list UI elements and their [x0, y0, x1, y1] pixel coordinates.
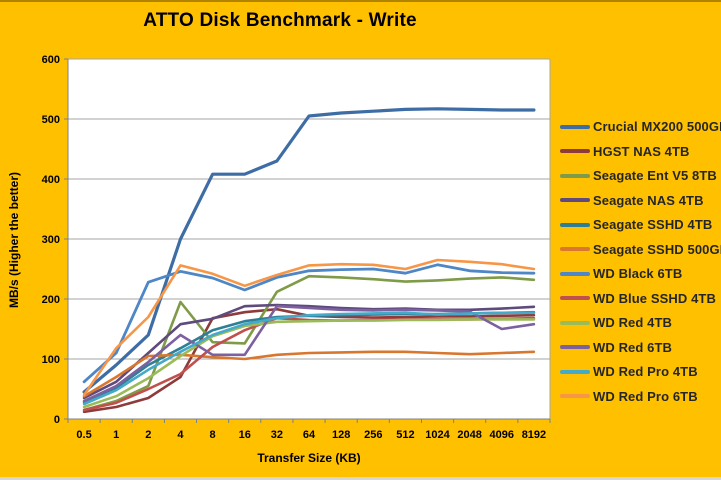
legend-color-line-icon: [560, 394, 590, 398]
legend-color-line-icon: [560, 345, 590, 349]
legend-item-seagate-nas-4tb: Seagate NAS 4TB: [560, 193, 704, 208]
legend-item-seagate-sshd-500gb: Seagate SSHD 500GB: [560, 242, 721, 257]
legend-label: Seagate NAS 4TB: [593, 192, 704, 208]
legend-color-line-icon: [560, 173, 590, 178]
legend-label: Crucial MX200 500GB: [593, 119, 721, 134]
series-line-seagate-nas-4tb: [82, 303, 536, 400]
legend-label: WD Red Pro 4TB: [593, 364, 698, 379]
y-tick-label: 400: [42, 174, 60, 186]
y-tick-label: 600: [42, 54, 60, 66]
chart-title: ATTO Disk Benchmark - Write: [143, 10, 417, 31]
legend-label: Seagate Ent V5 8TB: [593, 168, 717, 183]
x-tick-label: 0.5: [76, 429, 91, 441]
y-tick-label: 100: [42, 354, 60, 366]
legend-item-seagate-sshd-4tb: Seagate SSHD 4TB: [560, 217, 712, 232]
x-tick-label: 4: [177, 429, 184, 441]
y-tick-label: 200: [42, 294, 60, 306]
x-tick-label: 64: [303, 429, 316, 441]
x-tick-label: 32: [271, 429, 283, 441]
x-tick-label: 256: [364, 429, 382, 441]
y-axis-title: MB/s (Higher the better): [7, 172, 21, 309]
legend-label: WD Red 6TB: [593, 339, 672, 355]
legend-item-wd-red-pro-6tb: WD Red Pro 6TB: [560, 389, 698, 404]
x-tick-label: 2048: [457, 429, 481, 441]
legend-label: HGST NAS 4TB: [593, 143, 690, 159]
x-tick-label: 512: [396, 429, 414, 441]
legend-item-wd-red-4tb: WD Red 4TB: [560, 315, 672, 330]
x-tick-label: 16: [239, 429, 251, 441]
legend-label: WD Red 4TB: [593, 315, 672, 330]
bottom-edge-strip: [0, 477, 721, 480]
legend-item-wd-blue-sshd-4tb: WD Blue SSHD 4TB: [560, 291, 716, 306]
legend-label: WD Black 6TB: [593, 266, 683, 281]
legend-item-wd-red-6tb: WD Red 6TB: [560, 340, 672, 355]
x-tick-label: 8192: [522, 429, 546, 441]
legend-color-line-icon: [560, 320, 590, 325]
legend-color-line-icon: [560, 124, 590, 129]
legend-color-line-icon: [560, 296, 590, 300]
x-axis-title: Transfer Size (KB): [257, 451, 361, 465]
legend-label: WD Red Pro 6TB: [593, 388, 698, 404]
series-line-wd-red-6tb: [82, 304, 536, 403]
legend-color-line-icon: [560, 247, 590, 251]
chart-legend: Crucial MX200 500GB HGST NAS 4TB Seagate E…: [560, 2, 721, 480]
legend-item-wd-red-pro-4tb: WD Red Pro 4TB: [560, 364, 698, 379]
legend-label: WD Blue SSHD 4TB: [593, 290, 716, 306]
legend-item-hgst-nas-4tb: HGST NAS 4TB: [560, 144, 690, 159]
legend-label: Seagate SSHD 500GB: [593, 241, 721, 257]
legend-color-line-icon: [560, 271, 590, 276]
x-tick-label: 1: [113, 429, 119, 441]
y-tick-label: 0: [54, 414, 60, 426]
legend-color-line-icon: [560, 369, 590, 374]
series-line-seagate-sshd-500gb: [82, 350, 536, 398]
x-tick-label: 1024: [425, 429, 450, 441]
series-line-wd-black-6tb: [82, 263, 536, 384]
x-tick-label: 4096: [490, 429, 514, 441]
y-tick-label: 500: [42, 114, 60, 126]
legend-item-seagate-ent-v5-8tb: Seagate Ent V5 8TB: [560, 168, 717, 183]
series-line-wd-red-pro-4tb: [82, 311, 536, 406]
legend-color-line-icon: [560, 198, 590, 202]
legend-item-crucial-mx200-500gb: Crucial MX200 500GB: [560, 119, 721, 134]
legend-color-line-icon: [560, 149, 590, 153]
x-tick-label: 8: [210, 429, 216, 441]
series-line-wd-red-4tb: [82, 318, 536, 409]
series-line-crucial-mx200-500gb: [82, 107, 536, 394]
y-tick-label: 300: [42, 234, 60, 246]
x-tick-label: 2: [145, 429, 151, 441]
legend-color-line-icon: [560, 222, 590, 227]
series-line-wd-red-pro-6tb: [82, 258, 536, 397]
legend-label: Seagate SSHD 4TB: [593, 217, 713, 232]
legend-item-wd-black-6tb: WD Black 6TB: [560, 266, 682, 281]
x-tick-label: 128: [332, 429, 350, 441]
